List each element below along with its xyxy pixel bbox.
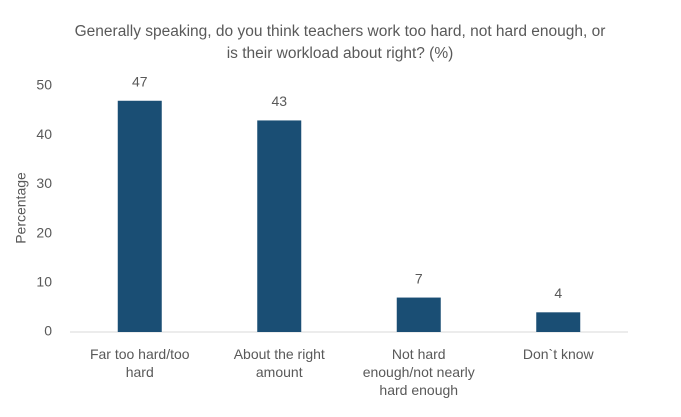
y-tick-label: 20 [36,224,52,240]
x-tick-label: Far too hard/too hard [89,346,190,380]
data-label: 43 [271,93,287,109]
x-tick-label: Not hard enough/not nearly hard enough [362,346,475,398]
y-tick-label: 30 [36,175,52,191]
y-tick-label: 40 [36,126,52,142]
y-axis-label: Percentage [13,172,29,244]
bar [536,312,581,332]
x-tick-label: About the right amount [233,346,325,380]
bar [117,100,162,332]
x-tick-label: Don`t know [522,346,594,362]
data-label: 7 [415,270,423,286]
y-tick-label: 50 [36,77,52,93]
y-tick-label: 10 [36,274,52,290]
data-label: 47 [132,73,148,89]
bar [257,120,302,332]
bar [396,297,441,332]
data-label: 4 [554,285,562,301]
chart-title: Generally speaking, do you think teacher… [74,23,606,62]
y-tick-label: 0 [44,323,52,339]
